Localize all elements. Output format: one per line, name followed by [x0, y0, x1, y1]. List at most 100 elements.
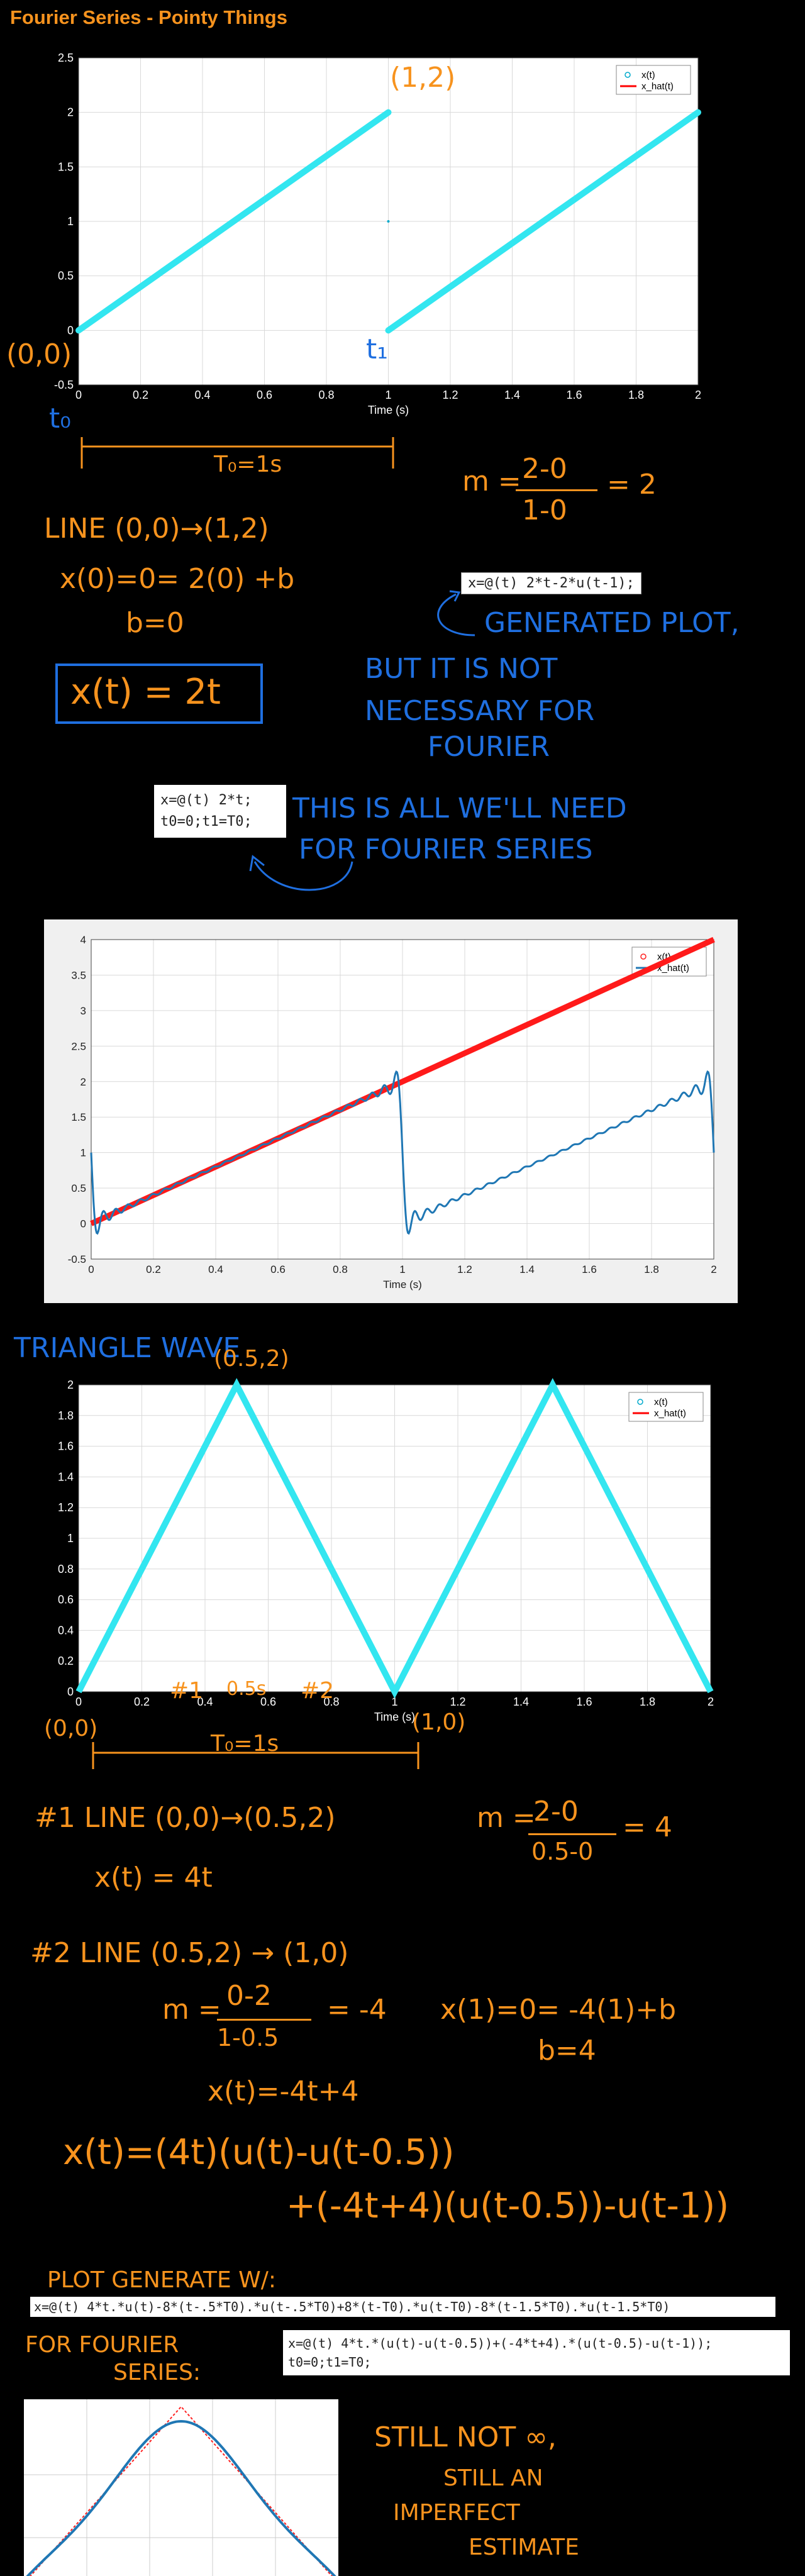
y-tick-label: 2.5	[71, 1040, 86, 1052]
y-tick-label: 1.8	[58, 1409, 74, 1422]
x-tick-label: 0.4	[208, 1263, 223, 1275]
chart-1: 0 0.2 0.4 0.6 0.8 1 1.2 1.4 1.6 1.8 2-0.500.511.52…	[54, 52, 701, 416]
full-eq-2: +(-4t+4)(u(t-0.5))-u(t-1))	[286, 2185, 730, 2226]
line1-label: #1 LINE (0,0)→(0.5,2)	[35, 1802, 336, 1834]
legend	[616, 65, 691, 95]
code-fourier-def: x=@(t) 2*t; t0=0;t1=T0;	[154, 785, 286, 838]
x-tick-label: 0	[75, 389, 82, 401]
legend	[628, 1392, 704, 1422]
line2-b-value: b=4	[538, 2035, 596, 2067]
x-tick-label: 0	[75, 1696, 82, 1708]
still-an: STILL AN	[443, 2465, 543, 2491]
y-tick-label: 0	[80, 1218, 86, 1230]
triangle-origin-label: (0,0)	[44, 1716, 98, 1741]
x-axis-label: Time (s)	[368, 404, 409, 416]
period-bracket-2	[92, 1742, 419, 1769]
legend-entry: x_hat(t)	[641, 81, 674, 92]
full-eq-1: x(t)=(4t)(u(t)-u(t-0.5))	[63, 2132, 455, 2173]
x-tick-label: 1	[385, 389, 391, 401]
line2-fraction-bar	[217, 2019, 311, 2021]
y-tick-label: 0.4	[58, 1624, 74, 1636]
slope-result: = 2	[607, 469, 657, 501]
arrow-to-code-2	[249, 855, 353, 891]
y-tick-label: 0	[67, 324, 74, 336]
code-line-x: x=@(t) 2*t;	[160, 792, 252, 808]
y-tick-label: 0	[67, 1685, 74, 1698]
equation-1: x(0)=0= 2(0) +b	[60, 563, 295, 595]
x-tick-label: 1.6	[566, 389, 582, 401]
y-tick-label: 1	[67, 1532, 74, 1545]
line2-slope-result: = -4	[327, 1994, 387, 2026]
line2-slope-num: 0-2	[226, 1980, 272, 2012]
slope-denominator: 1-0	[522, 494, 567, 526]
slope-label: m =	[462, 465, 521, 497]
line1-slope-den: 0.5-0	[531, 1838, 594, 1865]
legend-entry: x_hat(t)	[654, 1408, 686, 1419]
point-label-0-0: (0,0)	[6, 338, 72, 370]
line1-slope-num: 2-0	[533, 1796, 579, 1828]
slope-numerator: 2-0	[522, 453, 567, 485]
y-tick-label: 0.6	[58, 1594, 74, 1606]
x-tick-label: 0.6	[270, 1263, 286, 1275]
generated-plot-note: GENERATED PLOT,	[484, 607, 740, 639]
x-tick-label: 1.4	[513, 1696, 529, 1708]
x-tick-label: 2	[711, 1263, 716, 1275]
y-tick-label: 1.5	[58, 160, 74, 173]
y-tick-label: 1.5	[71, 1111, 86, 1123]
x-tick-label: 0.8	[323, 1696, 339, 1708]
x-t-line	[385, 109, 701, 334]
code-line-t2: t0=0;t1=T0;	[288, 2355, 372, 2370]
line1-slope: m =	[477, 1802, 536, 1834]
x-tick-label: 2	[695, 389, 701, 401]
y-tick-label: 2.5	[58, 52, 74, 64]
segment-2-label: #2	[301, 1678, 335, 1704]
equation-result: x(t) = 2t	[70, 672, 221, 713]
not-necessary-3: FOURIER	[428, 731, 550, 763]
legend-entry: x(t)	[654, 1397, 668, 1407]
this-is-all-2: FOR FOURIER SERIES	[299, 833, 593, 865]
fraction-bar	[516, 489, 597, 491]
plot-generate-label: PLOT GENERATE W/:	[47, 2267, 276, 2293]
result-box	[55, 663, 263, 724]
plot-border	[91, 939, 714, 1260]
y-tick-label: 0.5	[71, 1182, 86, 1194]
y-tick-label: -0.5	[68, 1253, 86, 1265]
legend-marker	[640, 953, 647, 960]
legend-marker	[625, 72, 631, 78]
point-label-1-2: (1,2)	[390, 62, 456, 94]
x-tick-label: 0.4	[194, 389, 210, 401]
x-tick-label: 1.6	[576, 1696, 592, 1708]
x-tick-label: 0.2	[146, 1263, 161, 1275]
x-axis-label: Time (s)	[374, 1711, 415, 1723]
chart-2: 0 0.2 0.4 0.6 0.8 1 1.2 1.4 1.6 1.8 2-0.500.511.52…	[68, 934, 717, 1291]
y-tick-label: 4	[80, 934, 86, 946]
period-label: T₀=1s	[214, 452, 282, 477]
line1-slope-result: = 4	[623, 1811, 672, 1843]
x-tick-label: 2	[708, 1696, 714, 1708]
x-tick-label: 1.8	[640, 1696, 655, 1708]
x-tick-label: 0	[88, 1263, 94, 1275]
x-t-markers	[30, 2406, 333, 2576]
x-tick-label: 1.4	[504, 389, 520, 401]
x-tick-label: 0.2	[133, 389, 148, 401]
equation-2: b=0	[126, 607, 184, 639]
x-tick-label: 1	[391, 1696, 397, 1708]
period-bracket	[80, 437, 394, 469]
not-necessary-2: NECESSARY FOR	[365, 695, 595, 727]
still-not-inf: STILL NOT ∞,	[374, 2421, 557, 2453]
code-triangle-plot: x=@(t) 4*t.*u(t)-8*(t-.5*T0).*u(t-.5*T0)…	[30, 2297, 775, 2317]
y-tick-label: 1	[80, 1147, 86, 1159]
y-tick-label: 2	[67, 1379, 74, 1391]
code-generated-plot: x=@(t) 2*t-2*u(t-1);	[461, 572, 641, 594]
x-tick-label: 1.6	[582, 1263, 597, 1275]
t0-label: t₀	[49, 402, 71, 435]
y-tick-label: 1	[67, 215, 74, 228]
code-line-x2: x=@(t) 4*t.*(u(t)-u(t-0.5))+(-4*t+4).*(u…	[288, 2336, 713, 2351]
crop-area	[24, 2399, 338, 2576]
triangle-period-label: T₀=1s	[211, 1731, 279, 1757]
y-tick-label: 1.4	[58, 1470, 74, 1483]
y-tick-label: 3	[80, 1005, 86, 1017]
plot-border	[78, 57, 699, 386]
triangle-wave-line	[75, 1378, 714, 1699]
chart-4-crop	[24, 2399, 338, 2576]
